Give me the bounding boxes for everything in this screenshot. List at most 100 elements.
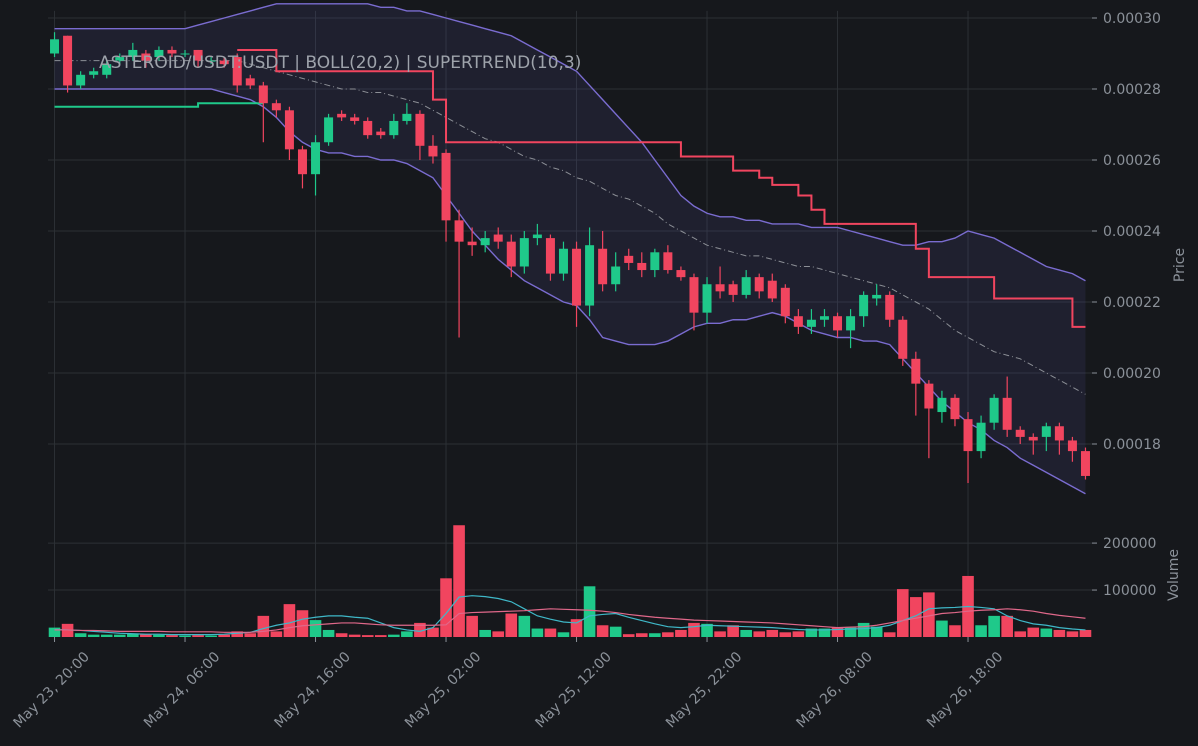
volume-bar: [505, 613, 518, 637]
volume-bar: [635, 633, 648, 637]
volume-bar: [844, 627, 857, 637]
volume-bar: [949, 625, 961, 637]
candle-body: [337, 113, 347, 118]
volume-bar: [857, 622, 870, 637]
volume-tick-label: 200000: [1103, 536, 1156, 552]
volume-bar: [831, 627, 844, 637]
y-tick-label: 0.00024: [1103, 224, 1161, 240]
y-tick-label: 0.00020: [1103, 366, 1161, 382]
candle-body: [115, 57, 125, 61]
volume-bar: [479, 629, 491, 637]
volume-bar: [622, 634, 635, 637]
candle-body: [493, 234, 503, 242]
candle-body: [506, 241, 516, 267]
y-tick-label: 0.00022: [1103, 295, 1161, 311]
volume-bar: [205, 635, 217, 637]
candle-body: [245, 78, 255, 86]
candle-body: [558, 248, 568, 274]
volume-bar: [153, 634, 165, 637]
volume-bar: [688, 622, 700, 637]
volume-ma-fast: [54, 595, 1086, 636]
volume-bar: [192, 635, 204, 637]
candle-body: [193, 49, 203, 61]
candle-body: [963, 419, 973, 452]
volume-bar: [374, 635, 387, 637]
volume-bar: [740, 629, 752, 637]
volume-bar: [1079, 629, 1092, 637]
candle-body: [102, 64, 112, 75]
candle-body: [806, 319, 816, 327]
volume-bar: [662, 632, 674, 637]
volume-bar: [322, 629, 335, 637]
volume-bar: [570, 619, 583, 637]
volume-bar: [609, 626, 622, 637]
candle-body: [402, 113, 412, 121]
volume-bar: [583, 586, 596, 637]
volume-bar: [1001, 615, 1013, 637]
volume-bar: [283, 604, 296, 637]
volume-bar: [244, 633, 257, 637]
candle-body: [715, 284, 725, 292]
volume-bar: [179, 635, 191, 637]
volume-bar: [1027, 627, 1040, 637]
volume-bar: [936, 620, 948, 637]
candle-body: [389, 120, 399, 136]
candle-body: [1080, 451, 1090, 476]
volume-bar: [753, 631, 766, 637]
volume-bar: [100, 634, 113, 637]
candle-body: [846, 316, 856, 331]
volume-bar: [388, 634, 400, 637]
candle-body: [950, 397, 960, 420]
volume-bar: [361, 635, 374, 637]
candle-body: [180, 53, 190, 55]
candle-body: [767, 280, 777, 299]
volume-bar: [1014, 631, 1027, 637]
volume-bar: [466, 615, 478, 637]
candle-body: [363, 120, 373, 136]
volume-bar: [127, 633, 139, 637]
candle-body: [859, 294, 869, 317]
volume-bar: [1053, 629, 1066, 637]
volume-bar: [818, 628, 831, 637]
chart-title: ASTEROID/USDT:USDT | BOLL(20,2) | SUPERT…: [99, 53, 581, 73]
candle-body: [324, 117, 334, 143]
volume-bar: [270, 631, 283, 637]
y-tick-label: 0.00026: [1103, 153, 1161, 169]
marks: [48, 32, 1092, 637]
candle-body: [624, 255, 634, 263]
volume-bar: [1040, 628, 1053, 637]
volume-bar: [348, 634, 361, 637]
candle-body: [232, 57, 242, 86]
candle-body: [519, 238, 529, 267]
candle-body: [63, 35, 73, 86]
volume-bar: [975, 625, 987, 637]
volume-bar: [440, 578, 452, 637]
volume-tick-label: 100000: [1103, 583, 1156, 599]
candle-body: [676, 270, 686, 278]
candle-body: [924, 383, 934, 409]
y-tick-label: 0.00030: [1103, 11, 1161, 27]
volume-bar: [113, 634, 126, 637]
volume-bar: [427, 627, 439, 637]
candle-body: [689, 277, 699, 313]
band-fill: [54, 3, 1086, 494]
candle-body: [976, 422, 986, 452]
candle-body: [428, 145, 438, 157]
candle-body: [350, 117, 360, 121]
candle-body: [650, 252, 660, 271]
candle-body: [297, 149, 307, 175]
candle-body: [754, 277, 764, 292]
volume-bar: [401, 631, 413, 637]
volume-bar: [596, 625, 609, 637]
candle-body: [741, 277, 751, 295]
candle-body: [258, 85, 268, 104]
candle-body: [885, 294, 895, 320]
volume-bar: [779, 632, 792, 637]
candle-body: [1002, 397, 1012, 430]
candle-body: [206, 60, 216, 62]
volume-bar: [257, 615, 270, 637]
candle-body: [467, 241, 477, 246]
volume-bar: [309, 620, 322, 637]
candle-body: [128, 49, 138, 58]
volume-ma-slow: [54, 608, 1086, 633]
